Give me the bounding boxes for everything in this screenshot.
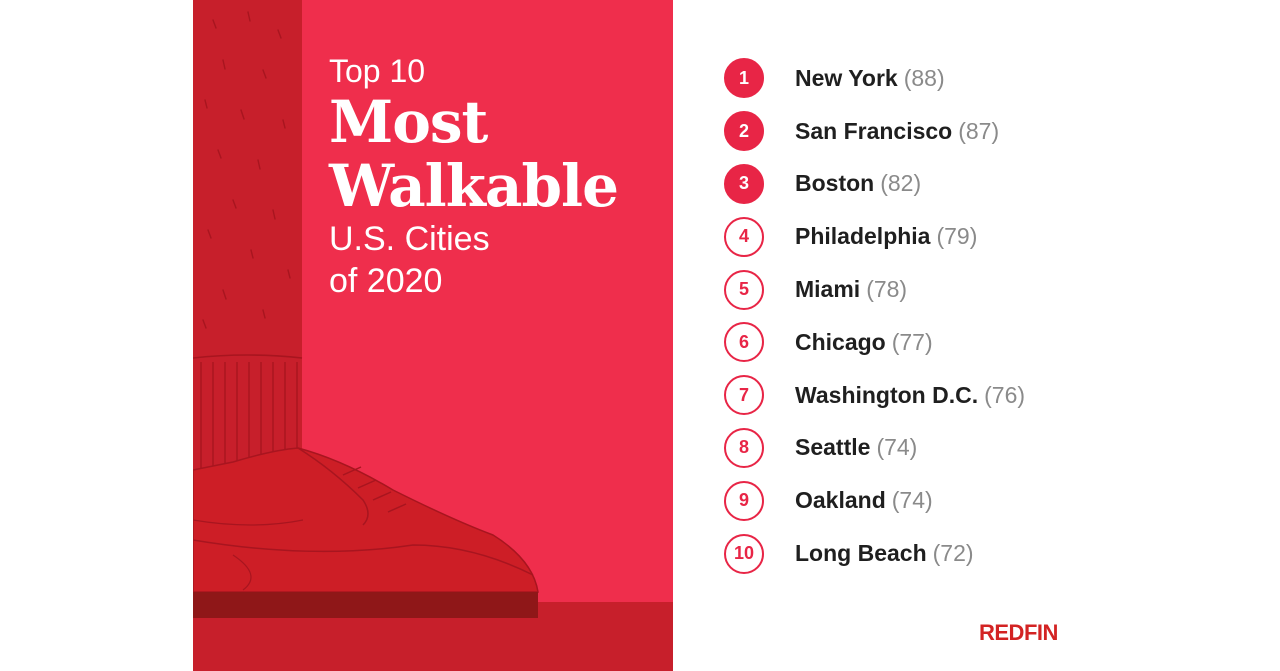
list-item: 8 Seattle (74) — [724, 422, 1025, 475]
walk-score: (87) — [958, 117, 1000, 144]
city-name: Oakland — [795, 487, 886, 514]
redfin-logo: REDFIN — [979, 620, 1058, 645]
walk-score: (76) — [984, 381, 1026, 408]
walk-score: (82) — [880, 170, 922, 197]
poster-panel: Top 10 Most Walkable U.S. Cities of 2020 — [193, 0, 673, 671]
rank-badge: 8 — [724, 427, 764, 468]
city-name: Philadelphia — [795, 223, 931, 250]
walk-score: (78) — [866, 276, 908, 303]
title-line-4: U.S. Cities — [329, 220, 490, 258]
title-line-2: Most — [329, 88, 488, 156]
rank-badge: 9 — [724, 480, 764, 521]
title-line-5: of 2020 — [329, 262, 443, 300]
list-item: 1 New York (88) — [724, 52, 1025, 105]
list-item: 4 Philadelphia (79) — [724, 210, 1025, 263]
list-item: 9 Oakland (74) — [724, 474, 1025, 527]
walk-score: (79) — [936, 223, 978, 250]
walk-score: (88) — [903, 64, 945, 91]
city-name: Miami — [795, 276, 861, 303]
list-item: 3 Boston (82) — [724, 158, 1025, 211]
title-block: Top 10 Most Walkable U.S. Cities of 2020 — [329, 52, 619, 302]
rank-badge: 4 — [724, 216, 764, 257]
city-name: Chicago — [795, 328, 886, 355]
list-item: 10 Long Beach (72) — [724, 527, 1025, 580]
list-item: 2 San Francisco (87) — [724, 105, 1025, 158]
city-name: New York — [795, 64, 898, 91]
rank-badge: 10 — [724, 533, 764, 574]
walk-score: (72) — [932, 540, 974, 567]
city-name: Boston — [795, 170, 875, 197]
city-name: Long Beach — [795, 540, 927, 567]
rank-badge: 7 — [724, 375, 764, 416]
title-line-3: Walkable — [329, 152, 619, 220]
walk-score: (77) — [891, 328, 933, 355]
sneaker-icon — [193, 0, 673, 671]
list-item: 7 Washington D.C. (76) — [724, 369, 1025, 422]
ranking-list: 1 New York (88) 2 San Francisco (87) 3 Boston (8… — [724, 52, 1025, 580]
title-line-1: Top 10 — [329, 53, 426, 89]
rank-badge: 5 — [724, 269, 764, 310]
rank-badge: 2 — [724, 111, 764, 152]
city-name: Washington D.C. — [795, 381, 979, 408]
city-name: San Francisco — [795, 117, 953, 144]
rank-badge: 6 — [724, 322, 764, 363]
list-item: 5 Miami (78) — [724, 263, 1025, 316]
rank-badge: 1 — [724, 58, 764, 99]
walk-score: (74) — [876, 434, 918, 461]
walk-score: (74) — [891, 487, 933, 514]
rank-badge: 3 — [724, 163, 764, 204]
list-item: 6 Chicago (77) — [724, 316, 1025, 369]
city-name: Seattle — [795, 434, 871, 461]
